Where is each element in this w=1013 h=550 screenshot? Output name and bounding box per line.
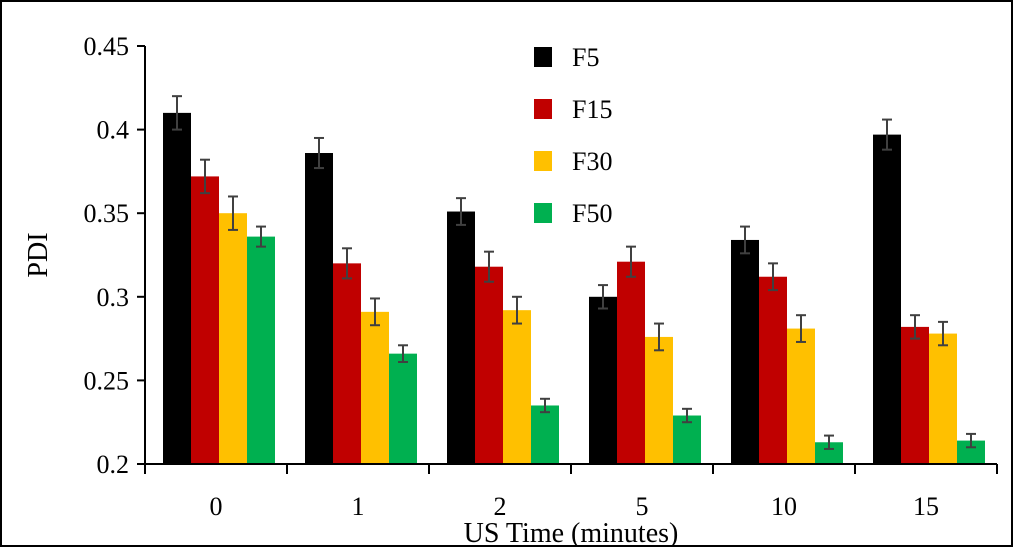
bar-f15-5 [617, 261, 645, 464]
bar-f30-15 [929, 333, 957, 464]
legend-label: F5 [572, 43, 599, 72]
bar-f15-15 [901, 326, 929, 464]
x-tick-label: 10 [771, 492, 797, 521]
bar-f30-2 [503, 310, 531, 464]
x-tick-label: 0 [210, 492, 223, 521]
bar-f50-0 [247, 236, 275, 464]
y-tick-label: 0.35 [84, 199, 130, 228]
bar-f5-5 [589, 296, 617, 464]
bar-f15-0 [191, 176, 219, 464]
y-tick-label: 0.45 [84, 32, 130, 61]
bar-f50-5 [673, 415, 701, 464]
x-tick-label: 15 [913, 492, 939, 521]
x-tick-label: 2 [494, 492, 507, 521]
legend-label: F30 [572, 147, 612, 176]
bar-f30-5 [645, 336, 673, 464]
legend-label: F15 [572, 95, 612, 124]
y-tick-label: 0.4 [97, 116, 130, 145]
bar-f15-1 [333, 263, 361, 464]
legend-swatch-f15 [534, 99, 552, 119]
bar-f50-10 [815, 442, 843, 464]
x-ticks-group: 0 1 2 5 10 15 [144, 464, 998, 521]
x-axis-title: US Time (minutes) [464, 518, 679, 545]
y-axis-title: PDI [23, 232, 54, 277]
bar-f30-10 [787, 328, 815, 464]
error-bars-group [172, 95, 976, 450]
legend-label: F50 [572, 199, 612, 228]
bar-f50-15 [957, 440, 985, 464]
legend-swatch-f5 [534, 47, 552, 67]
bar-f5-1 [305, 153, 333, 464]
bar-f30-0 [219, 213, 247, 464]
bar-f50-1 [389, 353, 417, 464]
legend-swatch-f50 [534, 203, 552, 223]
y-tick-label: 0.3 [97, 283, 130, 312]
y-tick-label: 0.25 [84, 366, 130, 395]
bar-f15-10 [759, 276, 787, 464]
legend-swatch-f30 [534, 151, 552, 171]
bar-f5-10 [731, 239, 759, 464]
bar-f5-2 [447, 211, 475, 464]
bar-f15-2 [475, 266, 503, 464]
x-tick-label: 5 [636, 492, 649, 521]
bar-f5-0 [163, 112, 191, 464]
bar-f5-15 [873, 134, 901, 464]
x-tick-label: 1 [352, 492, 365, 521]
y-tick-label: 0.2 [97, 450, 130, 479]
bar-f30-1 [361, 311, 389, 464]
bar-f50-2 [531, 405, 559, 464]
bars-group [163, 112, 985, 464]
y-ticks-group: 0.2 0.25 0.3 0.35 0.4 0.45 [84, 32, 145, 479]
legend: F5 F15 F30 F50 [534, 43, 612, 228]
